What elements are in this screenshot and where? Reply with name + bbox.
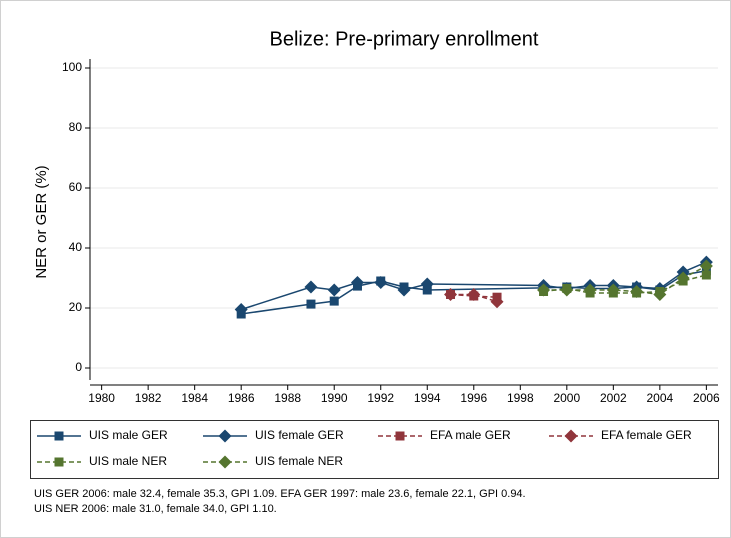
x-tick-label: 1986 (228, 391, 255, 405)
x-tick-label: 2004 (647, 391, 674, 405)
x-tick-label: 1990 (321, 391, 348, 405)
legend-marker (395, 431, 405, 441)
marker (606, 283, 620, 297)
legend-label: EFA female GER (601, 428, 692, 442)
marker (304, 280, 318, 294)
marker (560, 283, 574, 297)
x-tick-label: 1998 (507, 391, 534, 405)
legend-label: UIS male GER (89, 428, 168, 442)
x-tick-label: 2002 (600, 391, 627, 405)
x-tick-label: 1984 (181, 391, 208, 405)
marker (234, 303, 248, 316)
marker (327, 283, 341, 297)
marker (630, 285, 644, 298)
y-tick-label: 20 (69, 300, 83, 314)
x-tick-label: 1994 (414, 391, 441, 405)
marker (676, 271, 690, 285)
legend-marker (54, 457, 64, 467)
legend-label: EFA male GER (430, 428, 511, 442)
marker (537, 283, 551, 297)
marker (490, 295, 504, 309)
marker (467, 288, 481, 301)
marker (420, 277, 434, 291)
legend-label: UIS male NER (89, 454, 167, 468)
legend-label: UIS female GER (255, 428, 344, 442)
x-tick-label: 1982 (135, 391, 162, 405)
marker (397, 283, 411, 297)
x-tick-label: 1992 (367, 391, 394, 405)
marker (583, 283, 597, 297)
y-axis-label: NER or GER (%) (33, 165, 50, 278)
x-tick-label: 1996 (460, 391, 487, 405)
y-tick-label: 0 (75, 360, 82, 374)
x-tick-label: 2000 (553, 391, 580, 405)
y-tick-label: 80 (69, 120, 83, 134)
legend-box (30, 420, 719, 479)
marker (350, 276, 364, 289)
marker (306, 299, 316, 309)
note: UIS NER 2006: male 31.0, female 34.0, GP… (34, 503, 277, 515)
y-tick-label: 100 (62, 60, 82, 74)
marker (374, 276, 388, 289)
legend-marker (54, 431, 64, 441)
marker (701, 270, 711, 280)
chart-title: Belize: Pre-primary enrollment (270, 28, 539, 50)
note: UIS GER 2006: male 32.4, female 35.3, GP… (34, 488, 526, 500)
legend-marker (218, 455, 232, 469)
marker (653, 288, 667, 301)
marker (329, 296, 339, 306)
legend-marker (218, 429, 232, 443)
x-tick-label: 2006 (693, 391, 720, 405)
legend-label: UIS female NER (255, 454, 343, 468)
legend-marker (564, 429, 578, 443)
marker (699, 259, 713, 273)
x-tick-label: 1988 (274, 391, 301, 405)
marker (444, 288, 458, 301)
y-tick-label: 40 (69, 240, 83, 254)
x-tick-label: 1980 (88, 391, 115, 405)
y-tick-label: 60 (69, 180, 83, 194)
